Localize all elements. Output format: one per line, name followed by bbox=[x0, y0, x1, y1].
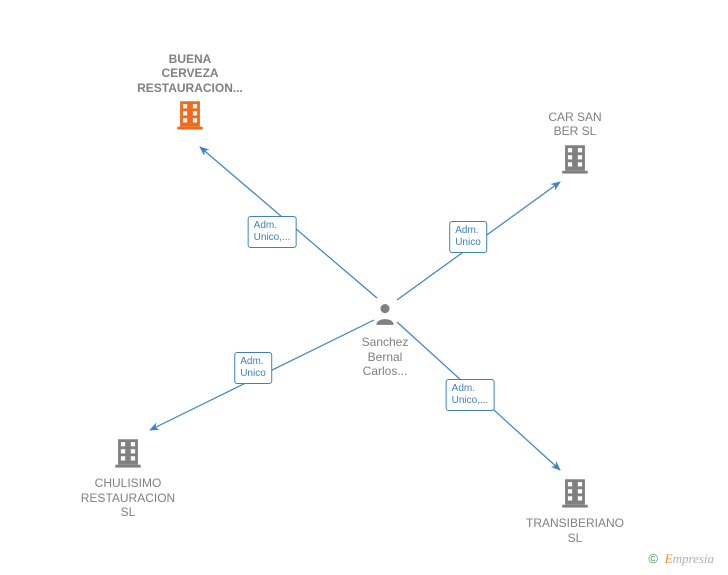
brand-name: Empresia bbox=[665, 551, 714, 566]
edge-label: Adm. Unico bbox=[234, 352, 272, 384]
company-label: CHULISIMO RESTAURACION SL bbox=[68, 476, 188, 519]
person-icon bbox=[372, 317, 398, 331]
company-node-buena[interactable]: BUENA CERVEZA RESTAURACION... bbox=[130, 52, 250, 135]
center-label: Sanchez Bernal Carlos... bbox=[325, 335, 445, 378]
center-person-node[interactable]: Sanchez Bernal Carlos... bbox=[325, 300, 445, 379]
company-node-carsan[interactable]: CAR SAN BER SL bbox=[515, 110, 635, 178]
company-node-transiberiano[interactable]: TRANSIBERIANO SL bbox=[515, 475, 635, 545]
edge-label: Adm. Unico bbox=[449, 221, 487, 253]
building-icon bbox=[111, 458, 145, 472]
watermark: © Empresia bbox=[648, 551, 714, 567]
building-icon bbox=[558, 164, 592, 178]
company-node-chulisimo[interactable]: CHULISIMO RESTAURACION SL bbox=[68, 435, 188, 520]
copyright-symbol: © bbox=[648, 551, 658, 566]
building-icon bbox=[558, 498, 592, 512]
building-icon bbox=[173, 120, 207, 134]
company-label: TRANSIBERIANO SL bbox=[515, 516, 635, 545]
edge-label: Adm. Unico,... bbox=[248, 216, 297, 248]
company-label: CAR SAN BER SL bbox=[515, 110, 635, 139]
company-label: BUENA CERVEZA RESTAURACION... bbox=[130, 52, 250, 95]
edge-label: Adm. Unico,... bbox=[446, 379, 495, 411]
